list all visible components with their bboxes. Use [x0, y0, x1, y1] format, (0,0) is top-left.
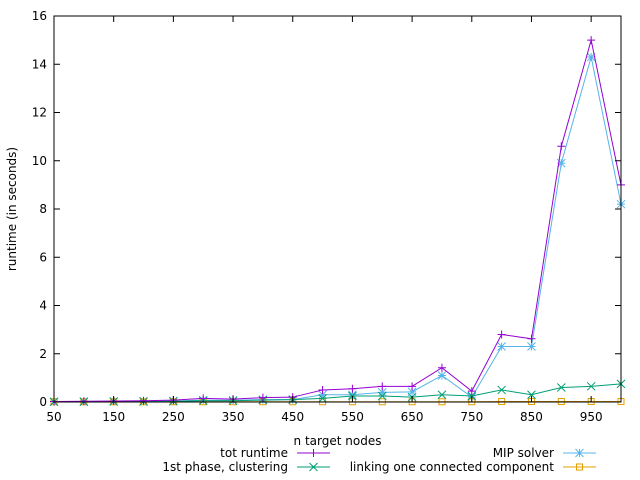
y-tick-label: 4 — [39, 299, 47, 313]
data-point — [348, 390, 357, 400]
legend-label: tot runtime — [220, 446, 288, 460]
data-point — [318, 390, 327, 400]
plot-area — [49, 36, 626, 407]
data-point — [79, 397, 88, 406]
y-tick-label: 10 — [32, 154, 47, 168]
data-point — [437, 363, 446, 372]
x-tick-label: 50 — [46, 410, 61, 424]
legend-entry: tot runtime — [220, 446, 330, 460]
data-point — [408, 382, 417, 391]
legend-entry: 1st phase, clustering — [162, 460, 330, 474]
data-point — [258, 393, 267, 402]
legend-label: linking one connected component — [350, 460, 555, 474]
data-point — [497, 385, 506, 395]
series-0 — [50, 36, 625, 406]
data-point — [437, 371, 447, 380]
y-axis-label: runtime (in seconds) — [5, 147, 19, 271]
y-tick-label: 16 — [32, 9, 47, 23]
data-point — [377, 387, 387, 397]
data-point — [556, 158, 566, 168]
data-point — [378, 382, 387, 391]
data-point — [348, 384, 357, 393]
series-line — [53, 39, 622, 403]
x-axis-label: n target nodes — [294, 434, 382, 448]
data-point — [527, 342, 536, 351]
data-point — [527, 334, 536, 343]
data-point — [467, 391, 477, 401]
x-tick-label: 350 — [222, 410, 245, 424]
x-tick-label: 550 — [341, 410, 364, 424]
data-point — [348, 391, 357, 401]
data-point — [576, 463, 583, 471]
data-point — [497, 330, 506, 339]
series-2 — [49, 52, 626, 407]
data-point — [556, 383, 566, 392]
data-point — [139, 396, 148, 405]
y-tick-label: 12 — [32, 106, 47, 120]
x-tick-label: 850 — [520, 410, 543, 424]
data-point — [309, 449, 318, 457]
y-tick-label: 0 — [39, 395, 47, 409]
series-1 — [49, 379, 626, 407]
legend-entry: linking one connected component — [350, 460, 596, 474]
data-point — [575, 448, 584, 458]
axes: 50 150 250 350 450 550 650 750 850 950 0 2 4 6 8 10 12 14… — [32, 9, 621, 424]
x-tick-label: 750 — [460, 410, 483, 424]
legend-entry: MIP solver — [493, 446, 596, 460]
data-point — [318, 385, 327, 394]
data-point — [407, 387, 417, 397]
x-tick-label: 450 — [281, 410, 304, 424]
data-point — [309, 462, 318, 472]
data-point — [557, 142, 566, 151]
data-point — [527, 390, 536, 400]
data-point — [586, 52, 596, 62]
x-tick-label: 950 — [580, 410, 603, 424]
data-point — [377, 391, 387, 401]
plot-frame — [53, 15, 622, 403]
data-point — [586, 381, 596, 391]
y-tick-label: 6 — [39, 250, 47, 264]
legend-label: MIP solver — [493, 446, 554, 460]
data-point — [199, 394, 208, 403]
series-line — [54, 383, 622, 403]
y-tick-label: 8 — [39, 202, 47, 216]
y-tick-label: 2 — [39, 347, 47, 361]
data-point — [437, 390, 447, 400]
data-point — [318, 394, 327, 403]
data-point — [467, 387, 476, 396]
x-tick-label: 150 — [102, 410, 125, 424]
legend: tot runtime MIP solver 1st phase, clusteri… — [162, 446, 596, 474]
y-tick-label: 14 — [32, 57, 47, 71]
x-tick-label: 250 — [162, 410, 185, 424]
x-tick-label: 650 — [401, 410, 424, 424]
legend-label: 1st phase, clustering — [162, 460, 288, 474]
data-point — [497, 342, 506, 351]
series-line — [53, 56, 622, 403]
data-point — [587, 36, 596, 45]
